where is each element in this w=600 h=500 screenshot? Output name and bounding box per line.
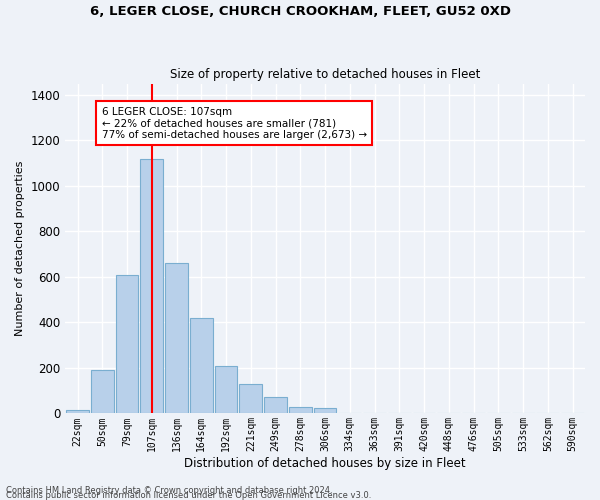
- Y-axis label: Number of detached properties: Number of detached properties: [15, 161, 25, 336]
- Bar: [140, 158, 163, 414]
- Bar: [66, 410, 89, 414]
- X-axis label: Distribution of detached houses by size in Fleet: Distribution of detached houses by size …: [184, 457, 466, 470]
- Bar: [289, 406, 312, 414]
- Bar: [314, 408, 337, 414]
- Bar: [215, 366, 238, 414]
- Bar: [165, 264, 188, 414]
- Bar: [264, 398, 287, 413]
- Title: Size of property relative to detached houses in Fleet: Size of property relative to detached ho…: [170, 68, 480, 81]
- Text: Contains public sector information licensed under the Open Government Licence v3: Contains public sector information licen…: [6, 491, 371, 500]
- Text: 6, LEGER CLOSE, CHURCH CROOKHAM, FLEET, GU52 0XD: 6, LEGER CLOSE, CHURCH CROOKHAM, FLEET, …: [89, 5, 511, 18]
- Bar: [91, 370, 113, 414]
- Bar: [116, 274, 139, 413]
- Bar: [190, 318, 213, 414]
- Bar: [239, 384, 262, 414]
- Text: Contains HM Land Registry data © Crown copyright and database right 2024.: Contains HM Land Registry data © Crown c…: [6, 486, 332, 495]
- Text: 6 LEGER CLOSE: 107sqm
← 22% of detached houses are smaller (781)
77% of semi-det: 6 LEGER CLOSE: 107sqm ← 22% of detached …: [101, 106, 367, 140]
